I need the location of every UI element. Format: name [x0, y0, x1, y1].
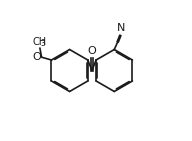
Text: 3: 3 [41, 39, 46, 48]
Text: N: N [117, 23, 125, 33]
Text: O: O [88, 46, 96, 56]
Text: O: O [32, 52, 41, 62]
Text: CH: CH [32, 37, 46, 47]
